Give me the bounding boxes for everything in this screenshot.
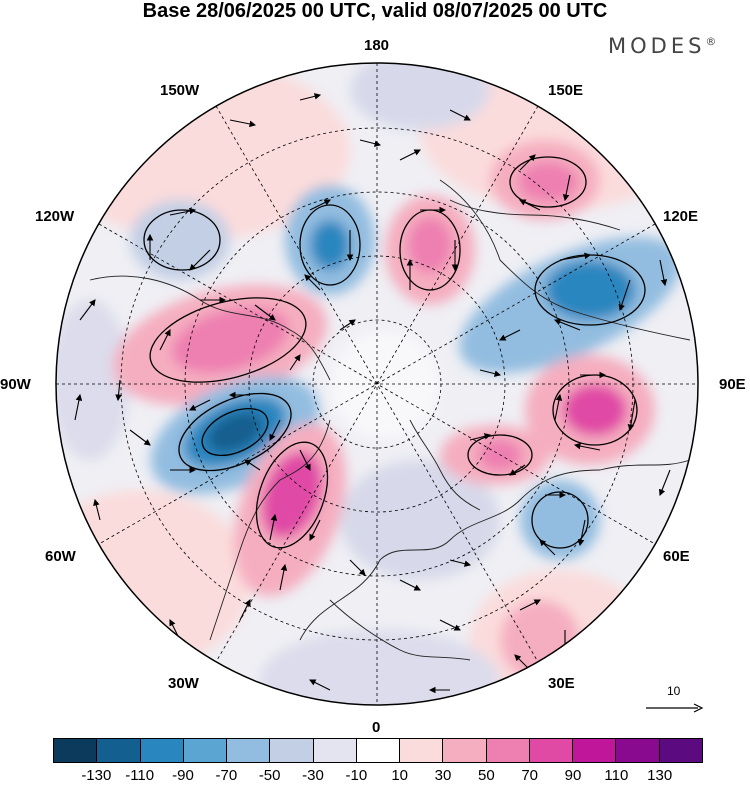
pale-negative-patch	[350, 63, 490, 130]
colorbar-tick-label: -50	[258, 767, 281, 784]
colorbar-swatch	[313, 739, 357, 762]
pole-area	[330, 330, 440, 440]
colorbar-swatch	[54, 739, 98, 762]
reference-vector-label: 10	[667, 684, 681, 698]
wind-vectors	[74, 93, 671, 694]
anomaly-field	[56, 63, 698, 705]
pale-positive-patch	[56, 490, 250, 670]
colorbar-tick-label: -90	[172, 767, 194, 784]
colorbar-swatch	[573, 739, 617, 762]
colorbar-tick-label: 30	[434, 767, 452, 784]
low-w-atlantic-core	[206, 411, 264, 453]
colorbar-tick-label: 50	[477, 767, 495, 784]
lon-label-60e: 60E	[663, 548, 690, 565]
lon-label-90w: 90W	[0, 376, 31, 393]
colorbar-tick-label: -70	[215, 767, 238, 784]
colorbar-swatch	[400, 739, 444, 762]
low-alaska-gulf	[130, 200, 230, 280]
colorbar-swatch	[140, 739, 184, 762]
lon-label-30e: 30E	[548, 675, 575, 692]
map-title: Base 28/06/2025 00 UTC, valid 08/07/2025…	[142, 0, 608, 22]
low-bering-core	[310, 220, 350, 270]
high-w-siberia-core	[563, 384, 627, 436]
pale-negative-patch	[56, 300, 130, 460]
colorbar-tick-label: -130	[81, 767, 112, 784]
low-yakutia-core	[545, 260, 635, 320]
reference-vector-arrow	[646, 703, 704, 713]
lon-label-180: 180	[364, 37, 390, 54]
lon-label-0: 0	[372, 719, 381, 736]
lon-label-120w: 120W	[35, 208, 75, 225]
colorbar	[53, 738, 703, 763]
colorbar-tick-label: 70	[521, 767, 538, 784]
colorbar-swatch	[529, 739, 574, 762]
pale-negative-patch	[340, 460, 500, 580]
colorbar-swatch	[443, 739, 487, 762]
high-e-europe	[500, 600, 580, 680]
brand-mark: ®	[705, 35, 717, 48]
colorbar-tick-label: 10	[391, 767, 408, 784]
high-e-siberia-core	[518, 162, 578, 202]
high-chukotka-core	[408, 217, 452, 273]
lon-label-120e: 120E	[663, 208, 699, 225]
colorbar-swatch	[183, 739, 228, 762]
pale-negative-patch	[260, 630, 500, 705]
colorbar-tick-label: 110	[604, 767, 629, 784]
colorbar-tick-label: -10	[345, 767, 368, 784]
colorbar-swatch	[356, 739, 401, 762]
colorbar-swatch	[486, 739, 530, 762]
lon-label-30w: 30W	[168, 675, 199, 692]
colorbar-swatch	[227, 739, 271, 762]
brand-logo: MODES®	[608, 34, 716, 58]
lon-label-150w: 150W	[160, 82, 200, 99]
lon-label-60w: 60W	[45, 548, 76, 565]
map-border	[55, 62, 699, 706]
colorbar-swatch	[97, 739, 141, 762]
colorbar-swatch	[659, 739, 702, 762]
lon-label-90e: 90E	[719, 376, 746, 393]
lon-label-150e: 150E	[548, 82, 584, 99]
colorbar-tick-label: -30	[302, 767, 324, 784]
colorbar-swatch	[616, 739, 660, 762]
brand-name: MODES	[608, 34, 706, 58]
colorbar-swatch	[270, 739, 314, 762]
meridians	[56, 63, 698, 705]
high-central-canada-core	[171, 307, 289, 373]
colorbar-tick-label: 90	[564, 767, 582, 784]
colorbar-tick-label: 130	[647, 767, 673, 784]
colorbar-tick-label: -110	[125, 767, 155, 784]
